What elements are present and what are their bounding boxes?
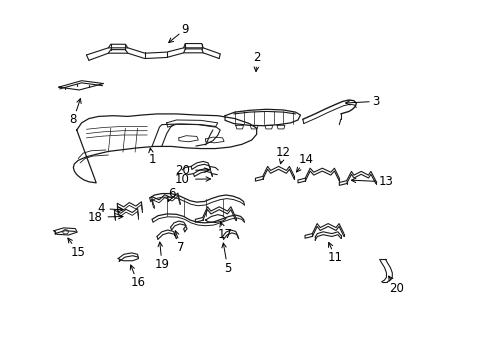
Text: 12: 12 — [276, 146, 290, 164]
Text: 19: 19 — [154, 242, 169, 271]
Text: 10: 10 — [175, 173, 210, 186]
Text: 14: 14 — [296, 153, 313, 172]
Text: 11: 11 — [327, 243, 343, 264]
Text: 7: 7 — [174, 231, 184, 254]
Text: 3: 3 — [345, 95, 379, 108]
Text: 8: 8 — [69, 99, 81, 126]
Text: 16: 16 — [130, 265, 145, 289]
Text: 5: 5 — [222, 243, 231, 275]
Text: 17: 17 — [217, 222, 232, 241]
Text: 4: 4 — [97, 202, 122, 215]
Text: 2: 2 — [253, 51, 260, 72]
Text: 15: 15 — [68, 238, 85, 258]
Text: 6: 6 — [167, 187, 175, 202]
Text: 9: 9 — [168, 23, 188, 42]
Text: 1: 1 — [148, 148, 155, 166]
Text: 13: 13 — [351, 175, 392, 188]
Text: 18: 18 — [87, 211, 122, 224]
Text: 20: 20 — [175, 164, 208, 177]
Text: 20: 20 — [388, 276, 404, 295]
